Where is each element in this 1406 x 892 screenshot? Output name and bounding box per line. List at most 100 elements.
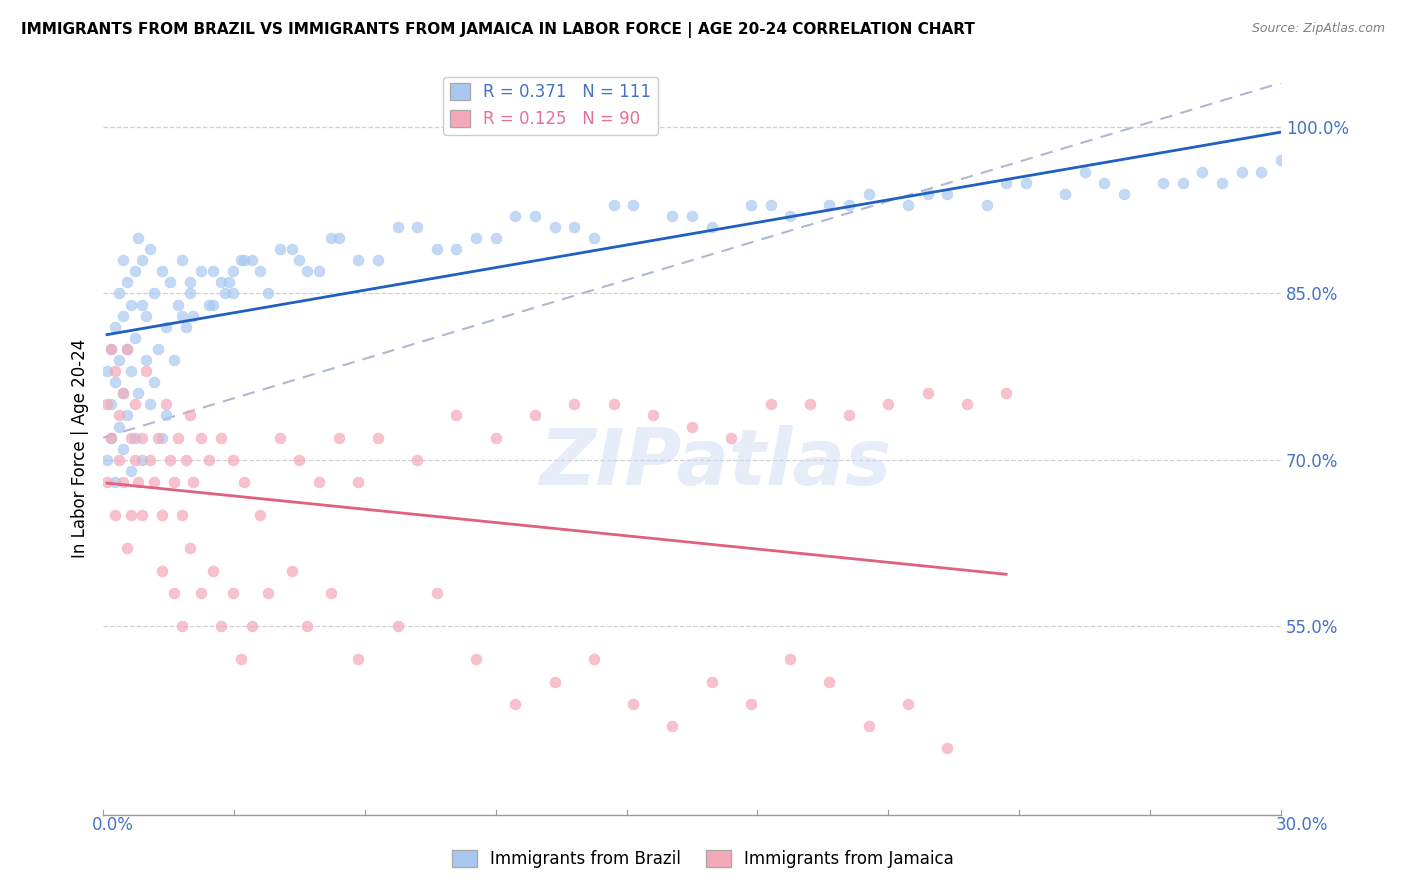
Point <box>170 619 193 633</box>
Point <box>104 364 127 378</box>
Point <box>406 452 429 467</box>
Point <box>367 253 389 268</box>
Point <box>838 409 860 423</box>
Point <box>641 409 664 423</box>
Point <box>96 475 118 489</box>
Point <box>135 309 157 323</box>
Point <box>446 409 468 423</box>
Point <box>202 264 225 278</box>
Point <box>465 231 488 245</box>
Point <box>543 219 565 234</box>
Point <box>485 231 508 245</box>
Point <box>100 342 122 356</box>
Point <box>163 586 186 600</box>
Point <box>146 431 169 445</box>
Point <box>288 452 311 467</box>
Point <box>96 397 118 411</box>
Point <box>170 309 193 323</box>
Point <box>139 242 162 256</box>
Point <box>124 264 146 278</box>
Point <box>897 697 920 711</box>
Point <box>233 253 256 268</box>
Point <box>269 242 291 256</box>
Text: IMMIGRANTS FROM BRAZIL VS IMMIGRANTS FROM JAMAICA IN LABOR FORCE | AGE 20-24 COR: IMMIGRANTS FROM BRAZIL VS IMMIGRANTS FRO… <box>21 22 974 38</box>
Point <box>174 452 197 467</box>
Point <box>183 475 205 489</box>
Point <box>131 431 153 445</box>
Point <box>387 619 409 633</box>
Point <box>936 186 959 201</box>
Point <box>124 331 146 345</box>
Point <box>229 652 252 666</box>
Point <box>759 397 782 411</box>
Point <box>170 508 193 523</box>
Point <box>179 276 201 290</box>
Point <box>426 242 449 256</box>
Point <box>150 564 173 578</box>
Point <box>257 286 280 301</box>
Point <box>406 219 429 234</box>
Point <box>621 697 644 711</box>
Point <box>209 431 232 445</box>
Point <box>602 198 624 212</box>
Point <box>170 253 193 268</box>
Point <box>108 286 131 301</box>
Point <box>233 475 256 489</box>
Point <box>1152 176 1174 190</box>
Point <box>308 475 330 489</box>
Point <box>347 652 370 666</box>
Point <box>347 253 370 268</box>
Point <box>288 253 311 268</box>
Point <box>1191 164 1213 178</box>
Point <box>100 397 122 411</box>
Point <box>100 342 122 356</box>
Point <box>858 186 880 201</box>
Point <box>124 431 146 445</box>
Point <box>214 286 236 301</box>
Point <box>120 297 142 311</box>
Point <box>100 431 122 445</box>
Point <box>143 475 166 489</box>
Point <box>108 419 131 434</box>
Point <box>319 231 342 245</box>
Point <box>582 231 605 245</box>
Point <box>759 198 782 212</box>
Point <box>127 386 149 401</box>
Point <box>661 209 683 223</box>
Point <box>740 198 762 212</box>
Point <box>524 409 547 423</box>
Point <box>209 276 232 290</box>
Point <box>150 431 173 445</box>
Point <box>319 586 342 600</box>
Point <box>139 397 162 411</box>
Point <box>505 697 527 711</box>
Point <box>135 364 157 378</box>
Point <box>111 475 134 489</box>
Point <box>115 342 138 356</box>
Point <box>297 619 319 633</box>
Point <box>146 342 169 356</box>
Point <box>163 475 186 489</box>
Point <box>104 375 127 389</box>
Point <box>104 475 127 489</box>
Point <box>524 209 547 223</box>
Point <box>897 198 920 212</box>
Point <box>190 431 212 445</box>
Point <box>858 719 880 733</box>
Point <box>1171 176 1194 190</box>
Point <box>221 586 243 600</box>
Text: Source: ZipAtlas.com: Source: ZipAtlas.com <box>1251 22 1385 36</box>
Point <box>100 431 122 445</box>
Point <box>249 508 271 523</box>
Point <box>104 319 127 334</box>
Point <box>198 297 221 311</box>
Point <box>465 652 488 666</box>
Point <box>995 176 1018 190</box>
Point <box>190 264 212 278</box>
Point <box>1015 176 1038 190</box>
Point <box>104 508 127 523</box>
Point <box>995 386 1018 401</box>
Point <box>1270 153 1292 168</box>
Point <box>166 431 188 445</box>
Point <box>221 452 243 467</box>
